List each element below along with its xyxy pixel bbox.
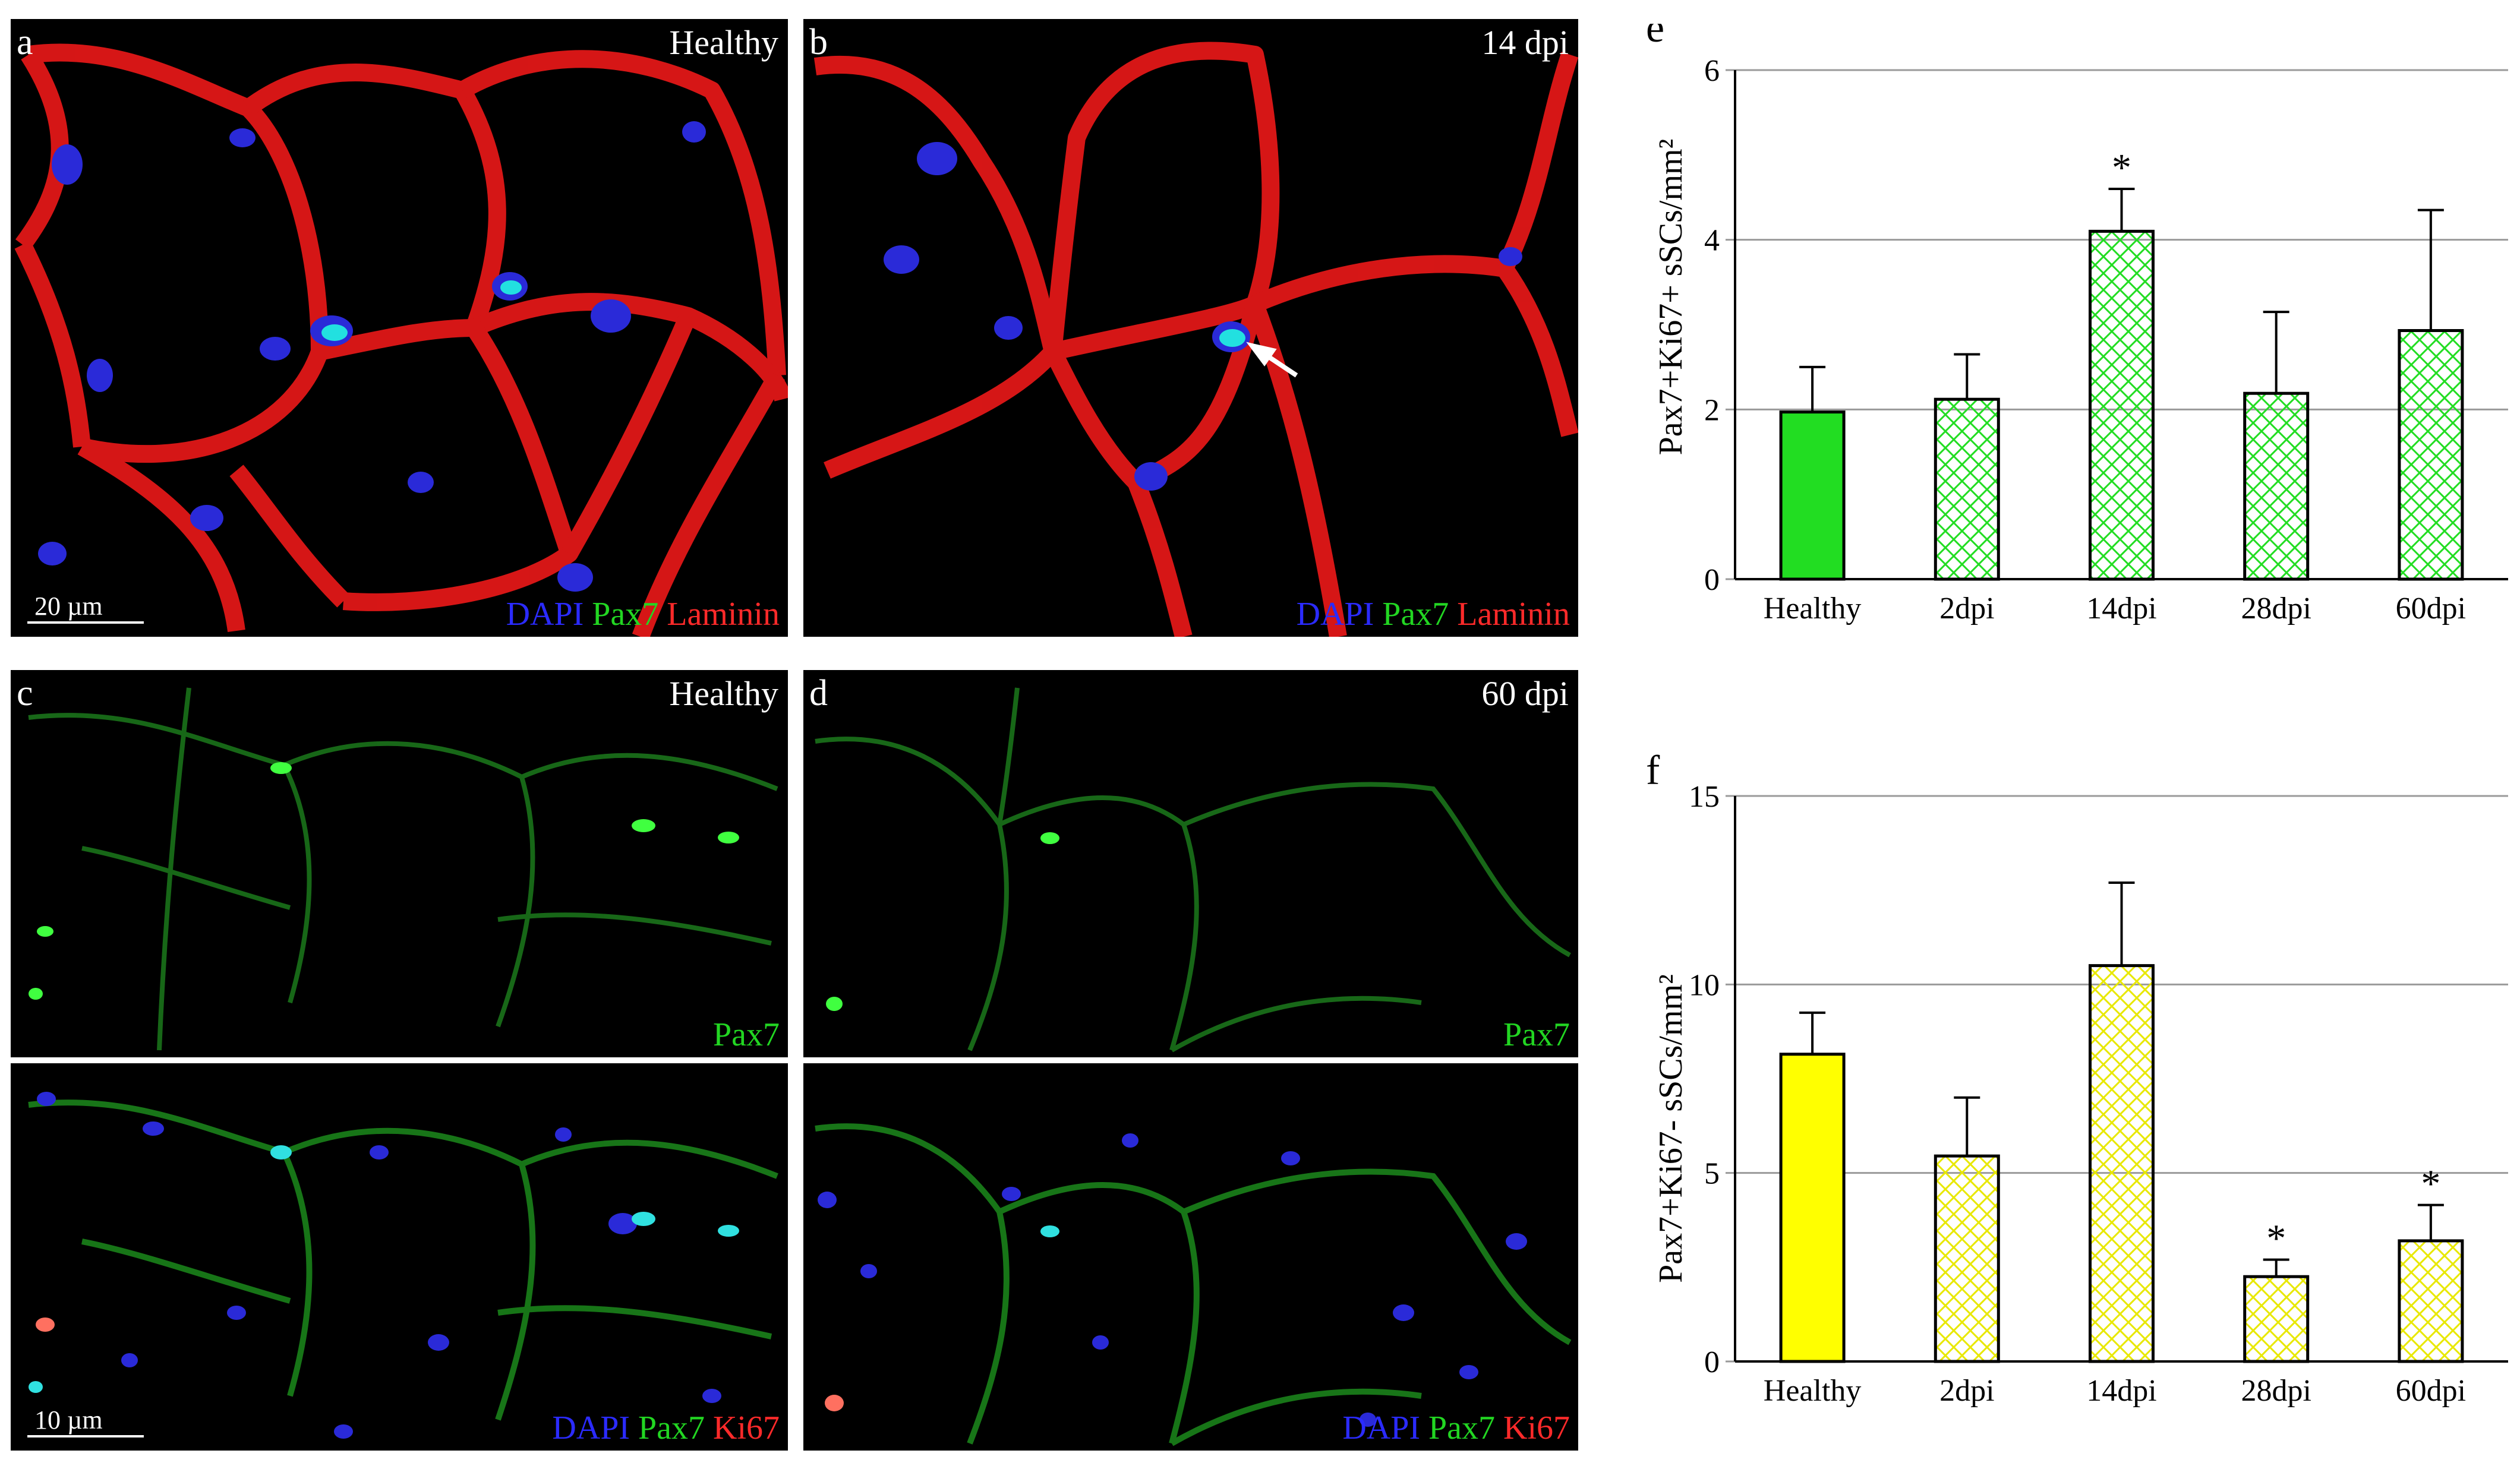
x-tick-label: 2dpi: [1939, 592, 1994, 625]
x-tick-label: 14dpi: [2086, 592, 2156, 625]
y-tick-label: 0: [1704, 563, 1720, 597]
panel-letter-b: b: [809, 22, 828, 62]
stain-pax7-a: Pax7: [592, 596, 659, 633]
panel-letter-e: e: [1646, 24, 1664, 51]
scale-bar-c: [27, 1435, 144, 1437]
y-tick-label: 0: [1704, 1345, 1720, 1379]
bar-2dpi: [1934, 397, 2000, 581]
x-tick-label: 14dpi: [2086, 1374, 2156, 1408]
scale-label-a: 20 µm: [34, 592, 103, 621]
bar-healthy: [1779, 410, 1846, 581]
panel-letter-d: d: [809, 673, 828, 713]
stain-top-d: Pax7: [1503, 1016, 1570, 1053]
condition-label-d: 60 dpi: [1481, 674, 1569, 713]
stain-legend-b: DAPI Pax7 Laminin: [1297, 595, 1570, 633]
x-tick-label: 60dpi: [2396, 1374, 2466, 1408]
micrograph-panel-c-top: c Healthy Pax7: [11, 670, 788, 1057]
stain-legend-a: DAPI Pax7 Laminin: [506, 595, 780, 633]
stain-dapi-d: DAPI: [1342, 1410, 1420, 1446]
bar-60dpi: [2398, 328, 2464, 581]
significance-marker: *: [2112, 146, 2131, 189]
x-tick-label: 28dpi: [2241, 592, 2311, 625]
panel-letter-a: a: [17, 22, 33, 62]
y-tick-label: 4: [1704, 224, 1720, 258]
scale-label-c: 10 µm: [34, 1405, 103, 1435]
x-tick-label: 2dpi: [1939, 1374, 1994, 1408]
stain-laminin-b: Laminin: [1457, 596, 1570, 633]
stain-legend-c: DAPI Pax7 Ki67: [552, 1409, 780, 1447]
x-tick-label: 28dpi: [2241, 1374, 2311, 1408]
stain-legend-d: DAPI Pax7 Ki67: [1342, 1409, 1570, 1447]
scale-bar-a: [27, 621, 144, 624]
bar-28dpi: [2243, 1275, 2310, 1363]
merge-fiber-image-d: [815, 1123, 1572, 1446]
condition-label-c: Healthy: [669, 674, 778, 713]
micrograph-panel-c-bottom: 10 µm DAPI Pax7 Ki67: [11, 1063, 788, 1451]
stain-pax7-c: Pax7: [638, 1410, 705, 1446]
stain-top-c: Pax7: [713, 1016, 780, 1053]
panel-letter-c: c: [17, 673, 33, 713]
condition-label-b: 14 dpi: [1481, 23, 1569, 62]
merge-fiber-image-c: [28, 1092, 778, 1439]
bar-2dpi: [1934, 1154, 2000, 1363]
stain-laminin-a: Laminin: [667, 596, 780, 633]
significance-marker: *: [2266, 1217, 2286, 1260]
y-tick-label: 10: [1689, 968, 1720, 1002]
pax7-fiber-image-c: [28, 687, 778, 1051]
micrograph-panel-d-bottom: DAPI Pax7 Ki67: [803, 1063, 1578, 1451]
stain-ki67-d: Ki67: [1503, 1410, 1570, 1446]
stain-dapi-b: DAPI: [1296, 596, 1374, 633]
pax7-fiber-image-d: [815, 687, 1571, 1053]
panel-letter-f: f: [1646, 748, 1660, 794]
laminin-fiber-image-b: [813, 42, 1578, 637]
x-tick-label: Healthy: [1764, 592, 1862, 625]
bar-14dpi: [2089, 229, 2155, 581]
y-axis-label-f: Pax7+Ki67- sSCs/mm²: [1652, 974, 1689, 1283]
y-tick-label: 15: [1689, 780, 1720, 814]
x-tick-label: Healthy: [1764, 1374, 1862, 1408]
micrograph-panel-a: a Healthy DAPI Pax7 Laminin 20 µm: [11, 19, 788, 637]
micrograph-panel-d-top: d 60 dpi Pax7: [803, 670, 1578, 1057]
bar-14dpi: [2089, 964, 2155, 1363]
micrograph-panel-b: b 14 dpi DAPI Pax7 Laminin: [803, 19, 1578, 637]
bar-28dpi: [2243, 391, 2310, 581]
x-tick-label: 60dpi: [2396, 592, 2466, 625]
bar-healthy: [1779, 1053, 1846, 1363]
stain-dapi-a: DAPI: [506, 596, 584, 633]
y-tick-label: 5: [1704, 1157, 1720, 1191]
bar-60dpi: [2398, 1239, 2464, 1363]
y-axis-label-e: Pax7+Ki67+ sSCs/mm²: [1652, 139, 1689, 456]
significance-marker: *: [2421, 1162, 2440, 1206]
condition-label-a: Healthy: [669, 23, 778, 62]
bar-chart-f: f * * 0 5 10 15 Healthy 2dpi 14dpi 28dpi 60dpi P…: [1646, 748, 2508, 1408]
stain-pax7-d: Pax7: [1428, 1410, 1495, 1446]
stain-ki67-c: Ki67: [713, 1410, 780, 1446]
laminin-fiber-image-a: [14, 43, 788, 637]
y-tick-label: 6: [1704, 54, 1720, 88]
y-tick-label: 2: [1704, 393, 1720, 427]
stain-dapi-c: DAPI: [552, 1410, 630, 1446]
stain-pax7-b: Pax7: [1382, 596, 1449, 633]
bar-chart-e: e * 0 2 4 6 Healthy 2dpi 14dpi 28dpi 60dpi Pax7…: [1646, 24, 2508, 625]
